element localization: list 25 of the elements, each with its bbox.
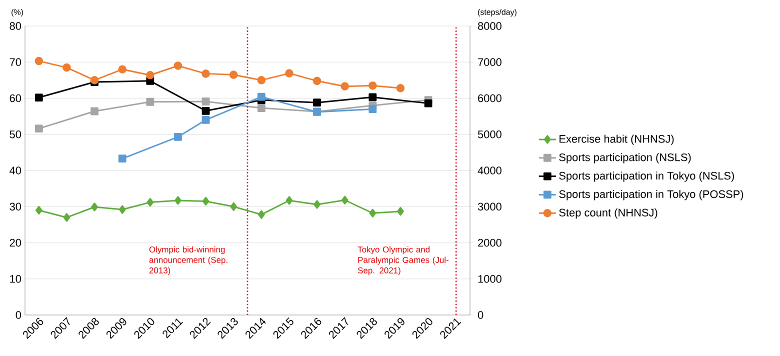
y-tick-label: 80	[10, 22, 22, 30]
legend-label: Exercise habit (NHNSJ)	[560, 134, 674, 145]
y2-tick-label: 2000	[478, 238, 502, 247]
y-tick-label: 10	[10, 275, 22, 283]
ref-line-label: Olympic bid-winning announcement (Sep. 2013)	[149, 246, 228, 276]
y-tick-label: 20	[10, 238, 22, 247]
y2-tick-label: 6000	[478, 94, 502, 102]
y2-tick-label: 7000	[478, 58, 502, 66]
y-tick-label: 70	[10, 58, 22, 66]
y2-tick-label: 8000	[478, 22, 502, 30]
y2-tick-label: 3000	[478, 202, 502, 211]
y2-tick-label: 5000	[478, 130, 502, 138]
y-tick-label: 40	[10, 166, 22, 174]
y-tick-label: 50	[10, 130, 22, 138]
ref-line-label: Tokyo Olympic and Paralympic Games (Jul-Sep. 2021)	[358, 246, 448, 276]
legend-label: Sports participation (NSLS)	[559, 153, 691, 164]
y-tick-label: 30	[10, 202, 22, 211]
legend-label: Sports participation in Tokyo (POSSP)	[559, 190, 744, 200]
legend-label: Step count (NHNSJ)	[559, 208, 658, 219]
y2-tick-label: 1000	[478, 275, 502, 283]
legend-label: Sports participation in Tokyo (NSLS)	[559, 172, 734, 182]
y2-tick-label: 0	[478, 311, 484, 319]
y2-tick-label: 4000	[478, 166, 502, 174]
y-tick-label: 60	[10, 94, 22, 102]
y-tick-label: 0	[16, 311, 22, 319]
